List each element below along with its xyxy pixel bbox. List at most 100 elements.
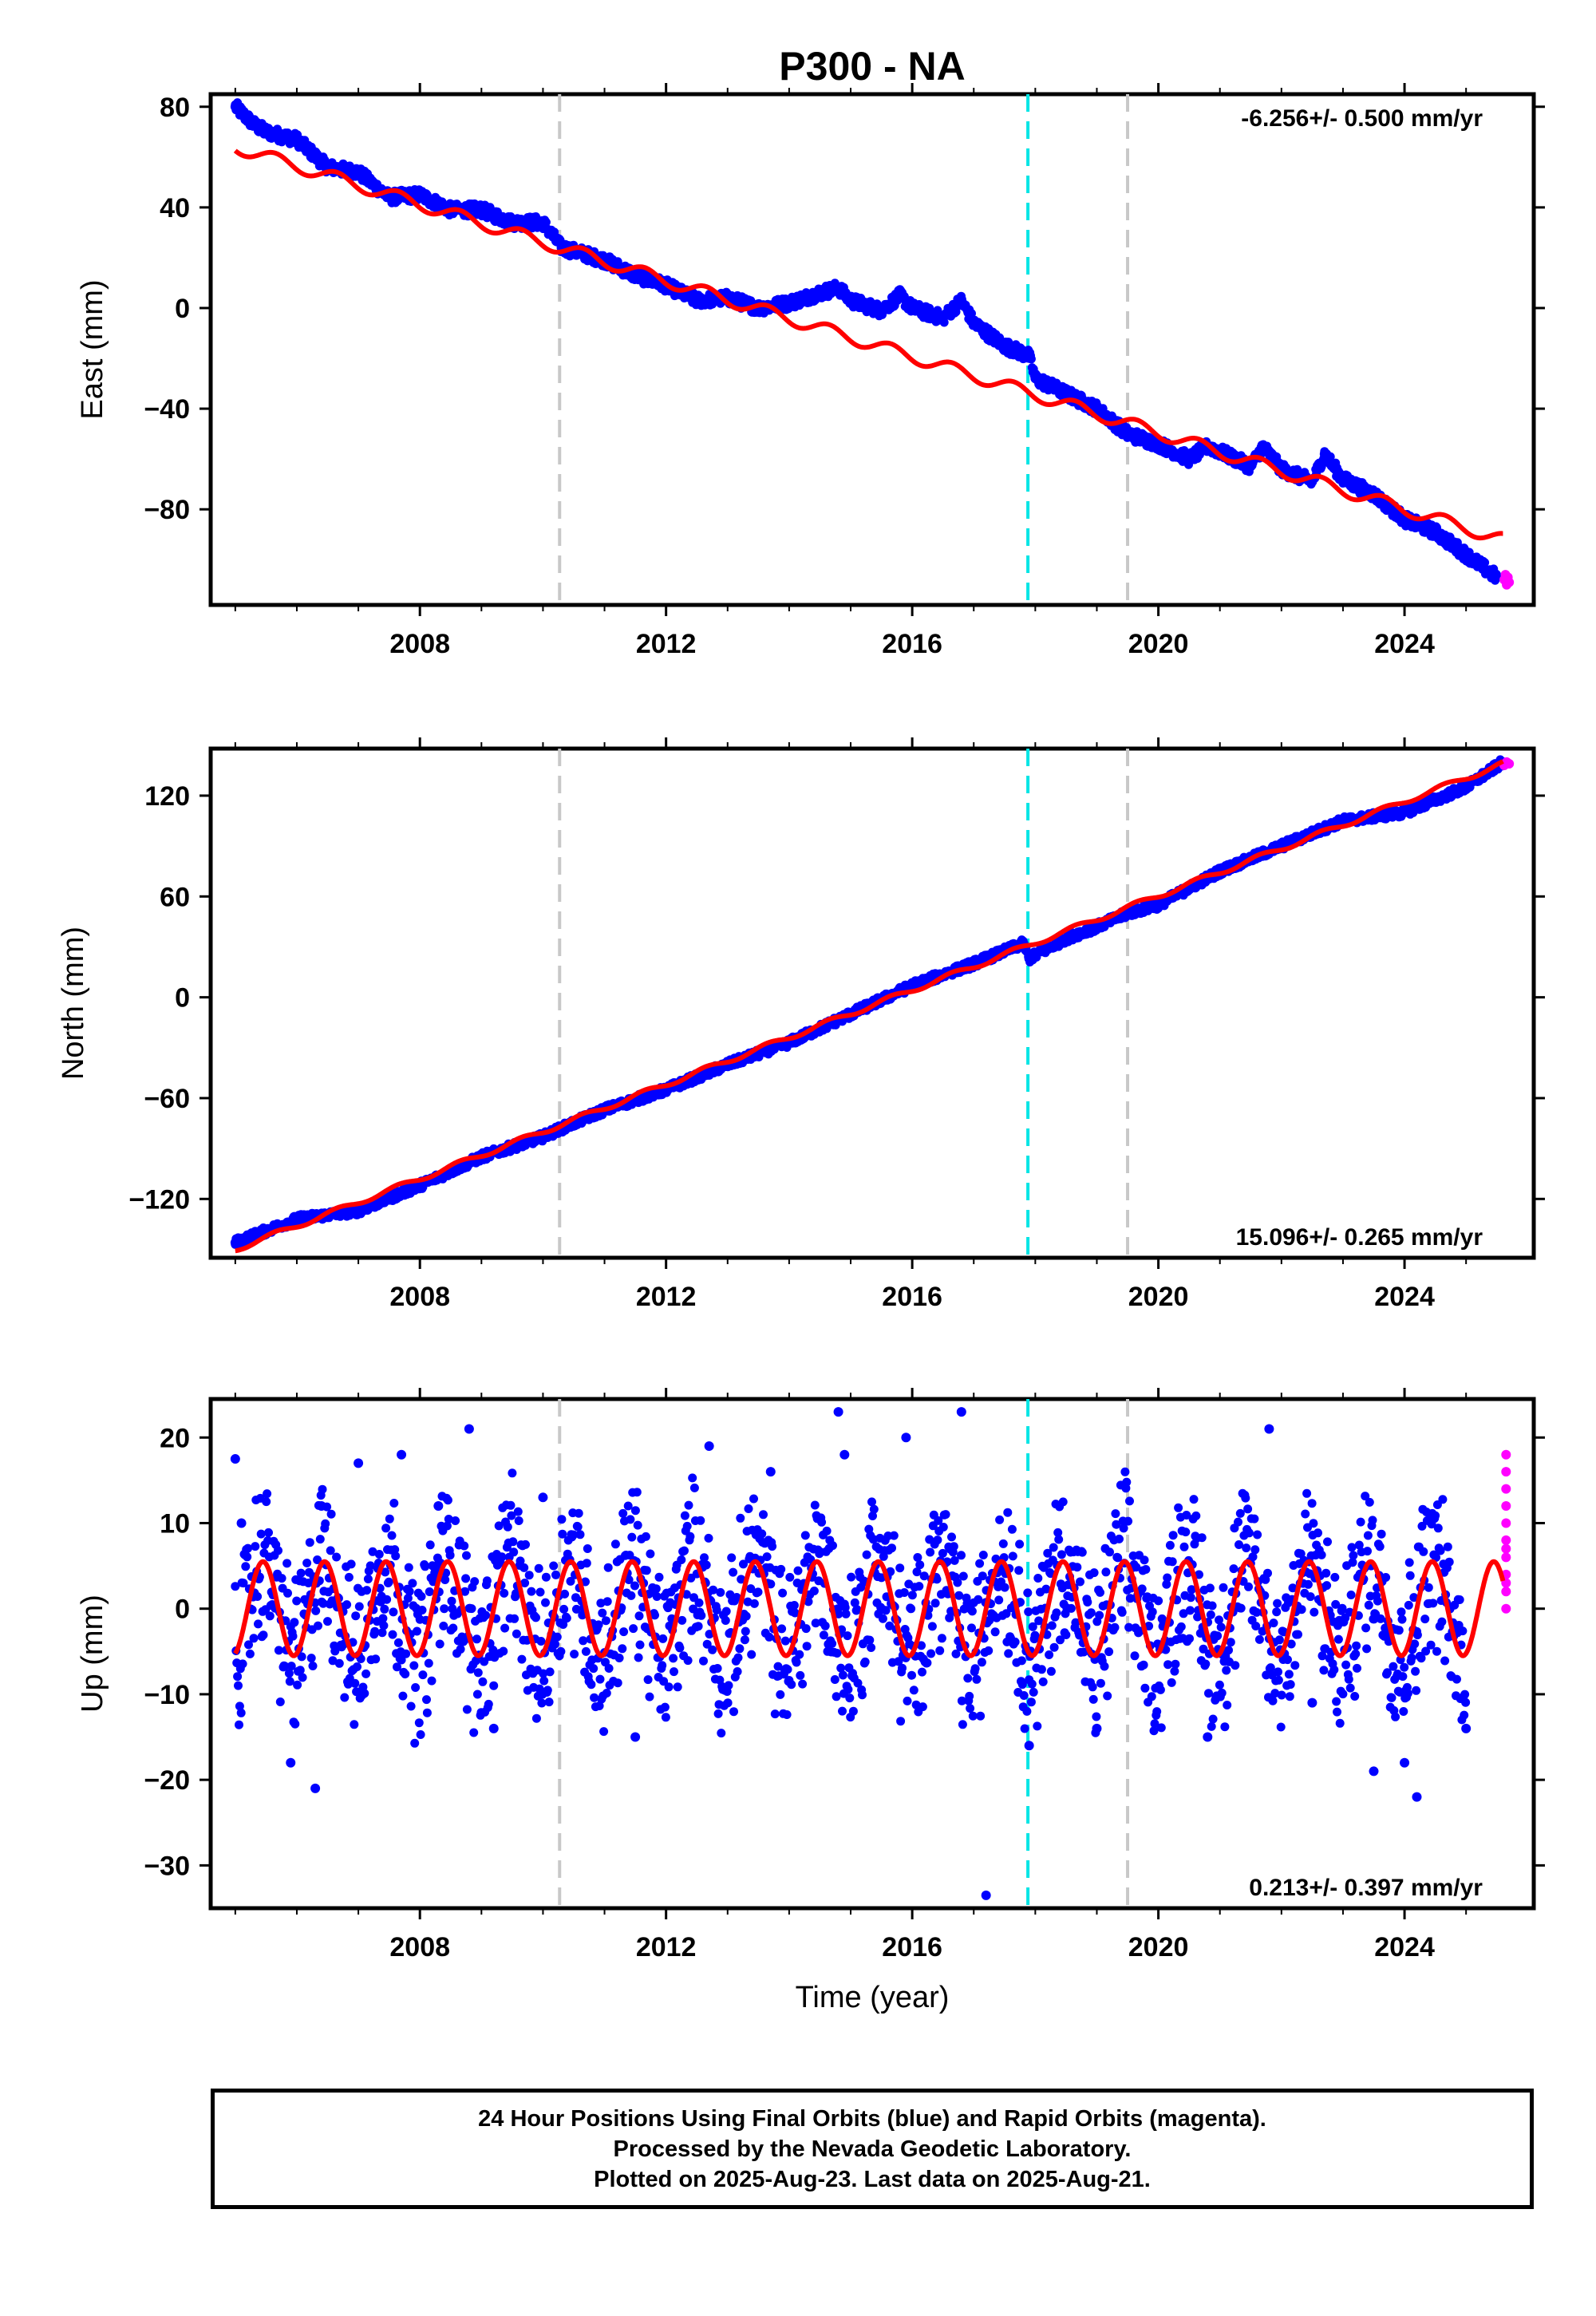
final-point	[1105, 1547, 1114, 1557]
final-point	[248, 119, 259, 129]
final-point	[1010, 1637, 1020, 1646]
final-point	[966, 1704, 975, 1713]
final-point	[713, 1664, 722, 1673]
final-point	[792, 1658, 801, 1667]
final-point	[741, 1626, 750, 1636]
y-tick-label: 0	[175, 294, 190, 324]
final-point	[793, 1566, 803, 1575]
final-point	[949, 1542, 958, 1551]
final-point	[290, 1719, 300, 1729]
final-point	[867, 1643, 876, 1652]
final-point	[354, 1206, 364, 1216]
final-point	[708, 1645, 717, 1654]
final-point	[461, 1574, 471, 1583]
final-point	[427, 1676, 437, 1686]
y-tick-label: 60	[160, 882, 190, 912]
final-point	[574, 1508, 583, 1518]
final-point	[1057, 1550, 1066, 1559]
final-point	[1089, 1568, 1099, 1578]
final-point	[424, 1658, 433, 1668]
final-point	[275, 1697, 285, 1706]
final-point	[274, 1546, 282, 1555]
final-point	[701, 1560, 711, 1570]
rapid-point	[1504, 577, 1515, 587]
x-tick-label: 2012	[636, 629, 697, 659]
final-point	[958, 1720, 967, 1729]
final-point	[381, 1524, 391, 1533]
final-point	[941, 1510, 950, 1520]
final-point	[467, 1604, 476, 1614]
final-point	[828, 1541, 837, 1551]
final-point	[716, 1587, 725, 1597]
final-point	[1003, 1508, 1013, 1517]
final-point	[796, 1670, 805, 1680]
final-point	[1088, 1682, 1097, 1692]
final-point	[984, 1646, 994, 1655]
final-point	[1030, 373, 1041, 384]
final-point	[632, 1488, 642, 1497]
final-point	[499, 1646, 508, 1656]
final-point	[721, 1607, 731, 1616]
final-point	[544, 1697, 554, 1707]
final-point	[512, 1629, 521, 1638]
final-point	[1400, 808, 1410, 818]
final-point	[296, 1568, 306, 1578]
final-point	[556, 1646, 566, 1656]
final-point	[1015, 1539, 1025, 1549]
final-point	[519, 1563, 529, 1572]
final-point	[314, 1621, 322, 1630]
final-point	[1430, 527, 1440, 537]
final-point	[1201, 1659, 1211, 1669]
final-point	[500, 1588, 509, 1598]
final-point	[784, 298, 794, 308]
final-point	[660, 1702, 670, 1712]
final-point	[513, 1507, 523, 1516]
final-point	[947, 1532, 956, 1542]
final-point	[749, 1494, 758, 1504]
final-point	[277, 1574, 286, 1583]
east-plot-frame	[208, 92, 1536, 607]
final-point	[599, 1727, 609, 1737]
final-point	[889, 1531, 899, 1540]
final-point	[641, 1531, 650, 1541]
final-point	[326, 1509, 336, 1519]
final-point	[927, 1622, 937, 1631]
final-point	[785, 1572, 795, 1582]
final-point	[1140, 1555, 1149, 1565]
final-point	[724, 1681, 733, 1690]
final-point	[514, 1516, 523, 1525]
final-point	[1110, 1622, 1120, 1632]
final-point	[1191, 1511, 1201, 1520]
final-point	[414, 1718, 424, 1728]
final-point	[253, 1592, 263, 1601]
final-point	[977, 1658, 986, 1667]
final-point	[1165, 1540, 1175, 1550]
final-point	[443, 1496, 452, 1505]
final-point	[541, 1598, 550, 1607]
final-point	[481, 1611, 491, 1620]
final-point	[1461, 549, 1472, 559]
final-point	[1163, 1573, 1172, 1583]
final-point	[282, 1559, 292, 1568]
east-event-lines	[558, 94, 1130, 605]
final-point	[462, 1705, 472, 1714]
final-point	[957, 1551, 966, 1560]
final-point	[938, 313, 948, 323]
final-point	[447, 1596, 456, 1606]
final-point	[1026, 1697, 1036, 1707]
final-point	[669, 1654, 678, 1663]
final-point	[1171, 1659, 1180, 1669]
final-point	[1061, 933, 1071, 943]
final-point	[1207, 1601, 1217, 1611]
final-point	[263, 1489, 272, 1499]
final-point	[321, 1519, 330, 1528]
north-rate-label: 15.096+/- 0.265 mm/yr	[1236, 1224, 1483, 1251]
final-point	[828, 1639, 837, 1648]
final-point	[1461, 782, 1472, 792]
final-point	[1007, 1524, 1017, 1534]
final-point	[990, 1627, 1000, 1637]
final-point	[236, 1708, 246, 1717]
final-point	[323, 1617, 332, 1626]
final-point	[976, 1711, 986, 1721]
final-point	[249, 1634, 259, 1643]
